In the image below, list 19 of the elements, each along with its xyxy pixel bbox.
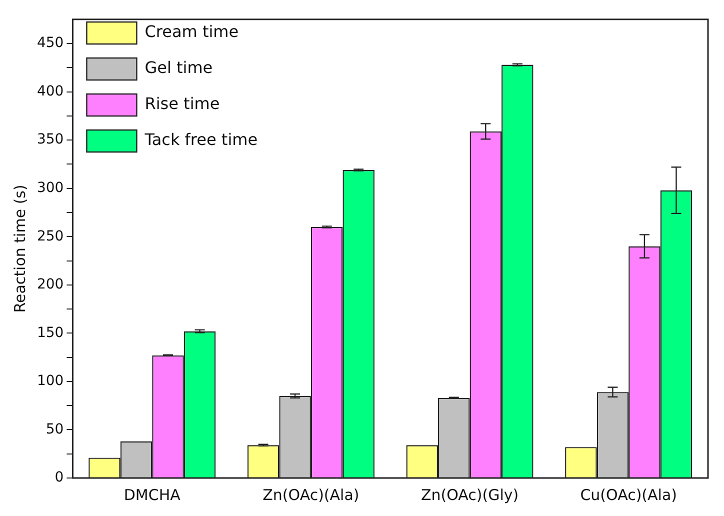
y-tick-label: 350 [36,132,64,148]
y-tick-label: 150 [36,324,64,341]
legend-label: Rise time [144,94,220,114]
y-tick-label: 0 [54,470,64,486]
y-tick-label: 300 [36,180,64,196]
legend-label: Tack free time [144,130,258,150]
y-axis-title: Reaction time (s) [10,184,29,313]
y-tick-label: 250 [36,228,64,244]
x-tick-label: DMCHA [124,486,182,504]
legend-label: Cream time [144,22,239,42]
y-tick-label: 400 [36,83,64,100]
x-tick-label: Zn(OAc)(Ala) [262,486,360,504]
y-tick-label: 450 [36,35,64,52]
y-tick-label: 100 [36,373,64,390]
legend-label: Gel time [144,58,213,78]
y-tick-label: 200 [36,276,64,293]
y-tick-label: 50 [46,421,64,438]
x-tick-label: Cu(OAc)(Ala) [580,486,677,504]
x-tick-label: Zn(OAc)(Gly) [420,486,519,504]
